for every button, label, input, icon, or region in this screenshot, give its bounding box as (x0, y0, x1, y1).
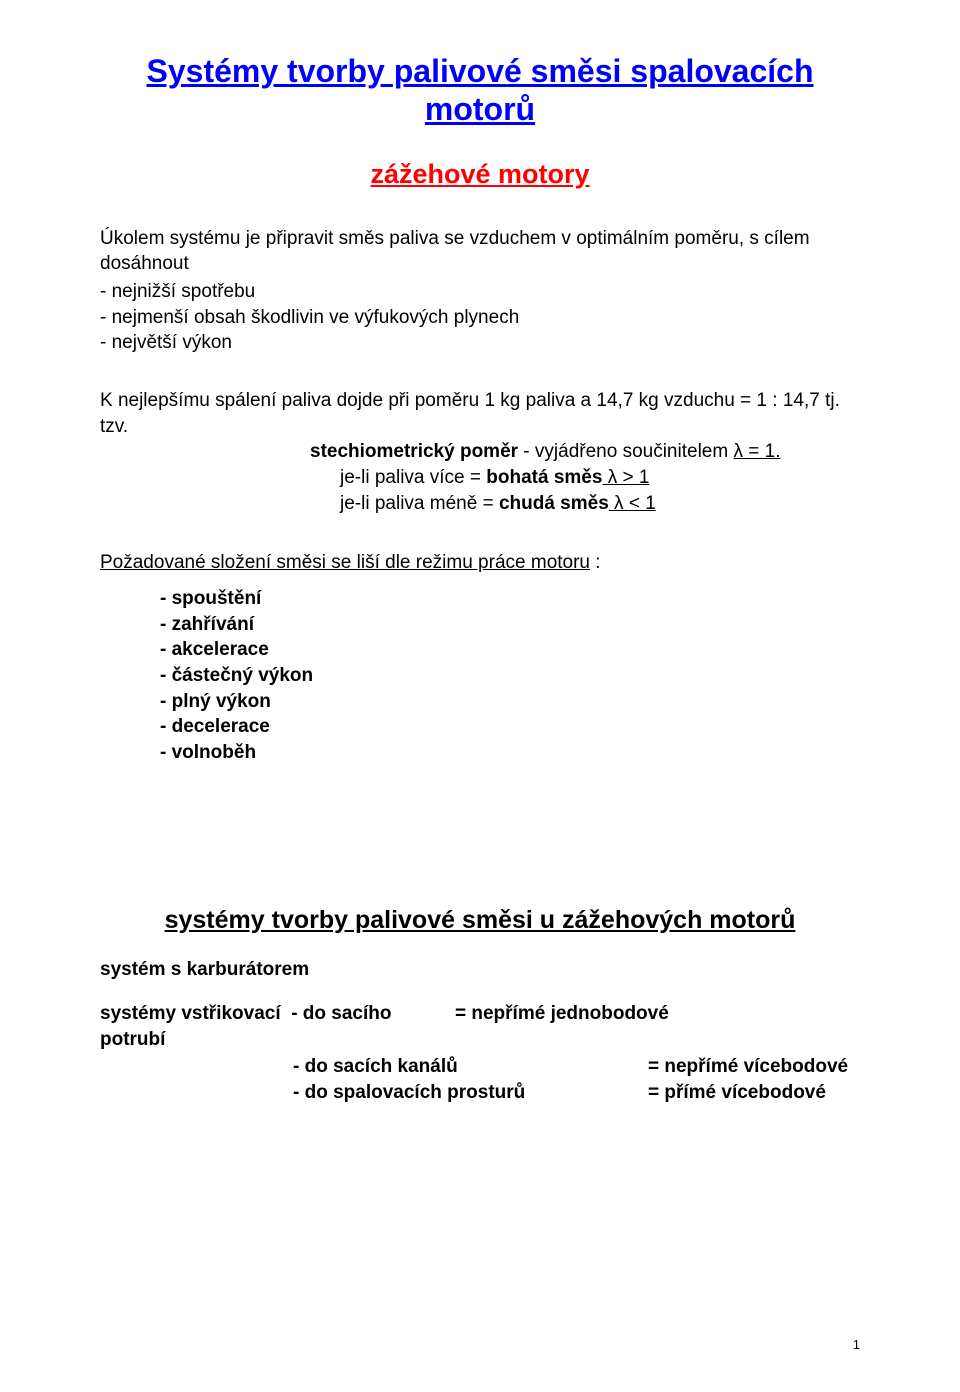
stoich-lambda-gt: λ > 1 (602, 467, 649, 488)
injection-row: - do sacích kanálů = nepřímé vícebodové (100, 1054, 860, 1081)
regime-item: - plný výkon (160, 689, 860, 715)
regime-item: - částečný výkon (160, 663, 860, 689)
stoich-text: je-li paliva více = (340, 467, 486, 488)
regime-item: - spouštění (160, 586, 860, 612)
regime-item: - zahřívání (160, 612, 860, 638)
regime-item: - akcelerace (160, 637, 860, 663)
injection-left: - do sacích kanálů (100, 1054, 648, 1081)
page-number: 1 (853, 1337, 860, 1352)
stoich-lean-bold: chudá směs (499, 493, 609, 514)
stoich-lambda: λ = 1. (733, 441, 780, 462)
stoich-line3: je-li paliva více = bohatá směs λ > 1 (100, 465, 860, 491)
stoich-line1: K nejlepšímu spálení paliva dojde při po… (100, 388, 860, 439)
injection-row: systémy vstřikovací - do sacího potrubí … (100, 1001, 860, 1054)
requirements-colon: : (590, 552, 601, 573)
injection-left: - do spalovacích prosturů (100, 1080, 648, 1107)
requirements-heading: Požadované složení směsi se liší dle rež… (100, 552, 860, 574)
injection-right: = nepřímé vícebodové (648, 1054, 848, 1081)
injection-row: - do spalovacích prosturů = přímé vícebo… (100, 1080, 860, 1107)
goal-item: - nejmenší obsah škodlivin ve výfukových… (100, 305, 860, 331)
intro-paragraph: Úkolem systému je připravit směs paliva … (100, 226, 860, 277)
stoich-line4: je-li paliva méně = chudá směs λ < 1 (100, 491, 860, 517)
injection-systems-block: systémy vstřikovací - do sacího potrubí … (100, 1001, 860, 1107)
regimes-list: - spouštění - zahřívání - akcelerace - č… (100, 586, 860, 765)
goals-list: - nejnižší spotřebu - nejmenší obsah ško… (100, 279, 860, 356)
injection-right: = nepřímé jednobodové (455, 1001, 669, 1054)
regime-item: - decelerace (160, 714, 860, 740)
document-subtitle: zážehové motory (100, 159, 860, 190)
stoich-line2: stechiometrický poměr - vyjádřeno součin… (100, 439, 860, 465)
system-carburetor: systém s karburátorem (100, 959, 860, 981)
stoich-lambda-lt: λ < 1 (609, 493, 656, 514)
regime-item: - volnoběh (160, 740, 860, 766)
injection-label: systémy vstřikovací (100, 1003, 281, 1024)
requirements-heading-text: Požadované složení směsi se liší dle rež… (100, 552, 590, 573)
injection-right: = přímé vícebodové (648, 1080, 826, 1107)
document-title: Systémy tvorby palivové směsi spalovacíc… (100, 52, 860, 129)
goal-item: - nejnižší spotřebu (100, 279, 860, 305)
stoich-text: je-li paliva méně = (340, 493, 499, 514)
stoichiometry-block: K nejlepšímu spálení paliva dojde při po… (100, 388, 860, 516)
stoich-text: - vyjádřeno součinitelem (518, 441, 733, 462)
stoich-term-bold: stechiometrický poměr (310, 441, 518, 462)
section-heading: systémy tvorby palivové směsi u zážehový… (100, 906, 860, 935)
goal-item: - největší výkon (100, 330, 860, 356)
stoich-rich-bold: bohatá směs (486, 467, 602, 488)
